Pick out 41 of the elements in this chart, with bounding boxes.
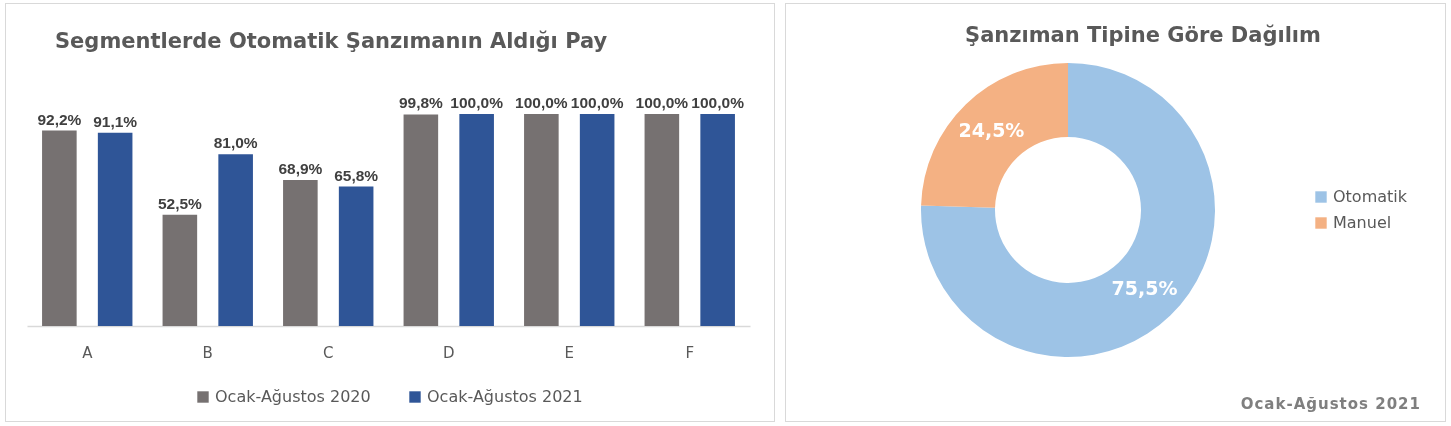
x-tick-label: F <box>685 343 695 362</box>
bar <box>700 114 735 326</box>
bar <box>338 186 374 326</box>
bar <box>42 130 77 326</box>
data-label: 81,0% <box>213 134 258 152</box>
data-label: 100,0% <box>450 94 504 111</box>
legend-label: Ocak-Ağustos 2021 <box>427 387 583 406</box>
bar <box>283 179 318 326</box>
bar <box>524 114 559 326</box>
data-label: 100,0% <box>515 94 568 111</box>
data-label: 100,0% <box>691 94 745 111</box>
legend-label: Manuel <box>1333 213 1392 232</box>
data-label: 100,0% <box>635 94 689 111</box>
bar <box>97 132 133 326</box>
data-label: 68,9% <box>278 159 323 177</box>
bar <box>162 214 198 326</box>
data-label: 65,8% <box>334 166 379 184</box>
chart-title: Segmentlerde Otomatik Şanzımanın Aldığı Pay <box>55 29 608 53</box>
x-tick-label: A <box>82 343 94 362</box>
data-label: 91,1% <box>93 112 138 130</box>
data-label: 99,8% <box>398 94 444 112</box>
x-tick-label: E <box>564 343 574 362</box>
bar <box>644 114 680 326</box>
donut-slice <box>921 63 1068 208</box>
x-tick-label: D <box>442 343 455 362</box>
data-label: 100,0% <box>570 94 624 111</box>
bar <box>579 114 615 326</box>
bar <box>459 114 494 326</box>
data-label: 92,2% <box>37 110 82 128</box>
legend-label: Otomatik <box>1333 187 1408 206</box>
bar <box>218 154 253 326</box>
x-tick-label: C <box>323 343 334 362</box>
text: Ocak-Ağustos 2021 <box>1240 395 1421 413</box>
x-tick-label: B <box>202 343 213 362</box>
donut-slice <box>921 63 1215 357</box>
data-label: 24,5% <box>958 119 1025 142</box>
data-label: 52,5% <box>157 194 203 212</box>
chart-title: Şanzıman Tipine Göre Dağılım <box>965 23 1321 47</box>
data-label: 75,5% <box>1111 276 1178 299</box>
legend-label: Ocak-Ağustos 2020 <box>215 387 371 406</box>
bar <box>403 114 439 326</box>
